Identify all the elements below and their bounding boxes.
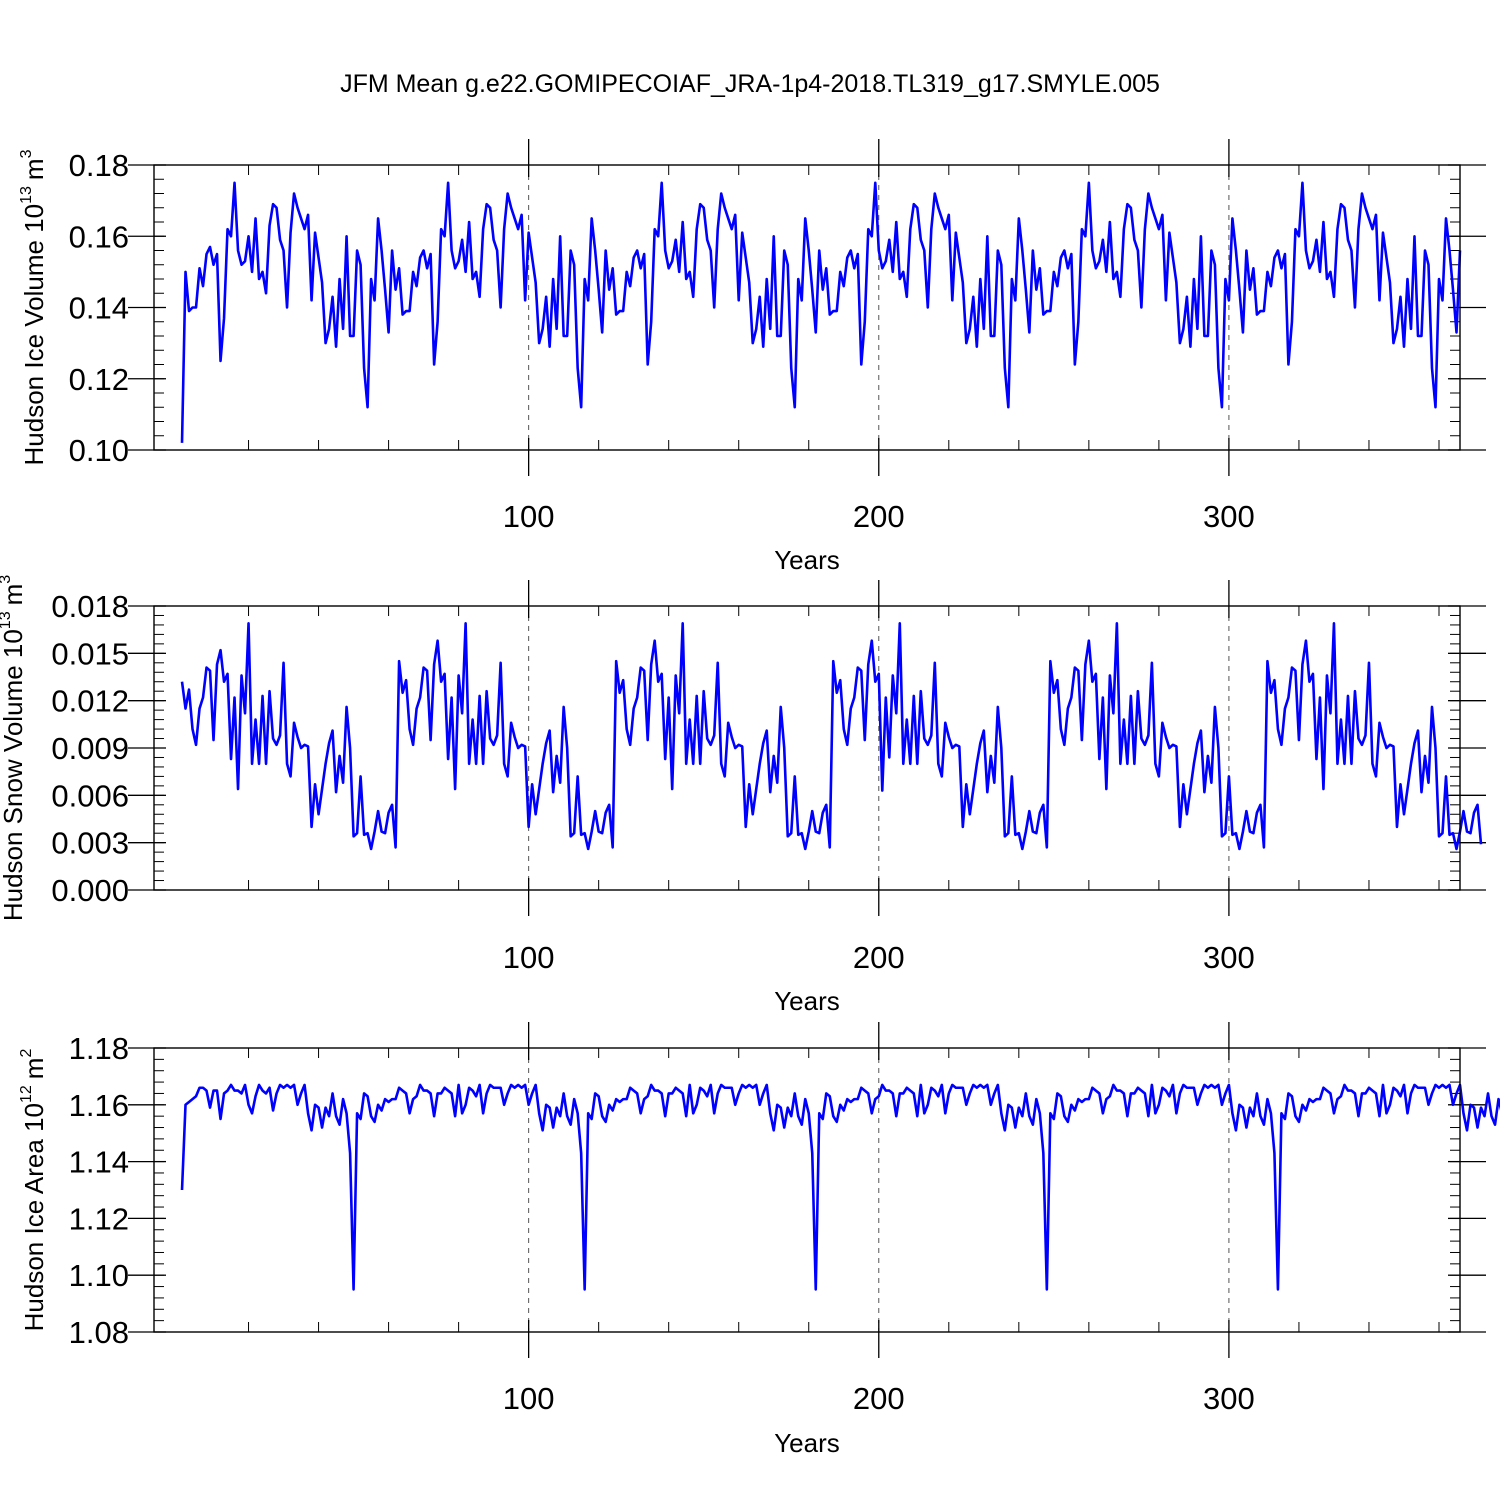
x-tick-label: 100 [503,499,555,534]
y-tick-label: 1.12 [69,1201,129,1236]
y-tick-label: 1.10 [69,1258,129,1293]
y-tick-label: 0.10 [69,433,129,468]
plot-frame [153,1047,1461,1333]
y-axis-label-unit-exponent: 2 [18,1049,35,1058]
y-tick-label: 0.009 [51,731,129,766]
y-tick-label: 0.018 [51,589,129,624]
panels: 0.10 0.12 0.14 0.16 0.18 100 200 300 Years Hudson… [0,139,1500,1458]
y-axis-label-unit: m [19,158,49,180]
x-tick-label: 300 [1203,1381,1255,1416]
y-axis-label-unit: m [0,584,28,606]
series-line [180,622,1483,851]
y-axis-label-main: Hudson Ice Area 10 [19,1103,49,1331]
y-tick-label: 1.14 [69,1145,129,1180]
x-tick-label: 300 [1203,940,1255,975]
x-tick-label: 100 [503,1381,555,1416]
series-line [180,181,1462,443]
y-tick-label: 0.000 [51,873,129,908]
y-axis-label-unit-exponent: 3 [0,575,14,584]
x-axis-label: Years [774,986,840,1016]
chart-panel-1: 0.10 0.12 0.14 0.16 0.18 100 200 300 Years Hudson… [18,139,1486,575]
x-tick-label: 200 [853,499,905,534]
x-tick-label: 200 [853,1381,905,1416]
y-tick-label: 1.18 [69,1031,129,1066]
y-axis-label-exponent: 13 [18,186,35,204]
y-axis-label: Hudson Ice Volume 1013 m3 [18,149,49,465]
y-axis-label: Hudson Snow Volume 1013 m3 [0,575,28,921]
y-axis-label-main: Hudson Ice Volume 10 [19,204,49,466]
y-axis-label: Hudson Ice Area 1012 m2 [18,1049,49,1332]
y-tick-label: 0.012 [51,684,129,719]
y-tick-label: 0.003 [51,826,129,861]
plot-frame [153,164,1461,451]
y-tick-label: 0.14 [69,291,129,326]
y-tick-label: 0.015 [51,636,129,671]
y-tick-label: 0.006 [51,778,129,813]
y-axis-label-unit: m [19,1058,49,1080]
plot-frame [153,605,1461,891]
y-tick-label: 1.08 [69,1315,129,1350]
y-tick-label: 0.16 [69,219,129,254]
x-tick-label: 200 [853,940,905,975]
y-axis-label-exponent: 12 [18,1085,35,1103]
x-axis-label: Years [774,545,840,575]
y-tick-label: 1.16 [69,1088,129,1123]
series-line [180,1083,1500,1291]
y-tick-label: 0.12 [69,362,129,397]
y-axis-label-main: Hudson Snow Volume 10 [0,629,28,921]
x-tick-label: 100 [503,940,555,975]
chart-panel-3: 1.08 1.10 1.12 1.14 1.16 1.18 100 200 300 Years Hu… [18,1022,1500,1458]
x-axis-label: Years [774,1428,840,1458]
figure-title: JFM Mean g.e22.GOMIPECOIAF_JRA-1p4-2018.… [340,70,1160,98]
y-axis-label-exponent: 13 [0,611,14,629]
y-tick-label: 0.18 [69,148,129,183]
x-tick-label: 300 [1203,499,1255,534]
y-axis-label-unit-exponent: 3 [18,149,35,158]
chart-panel-2: 0.000 0.003 0.006 0.009 0.012 0.015 0.018 100 20… [0,575,1486,1016]
